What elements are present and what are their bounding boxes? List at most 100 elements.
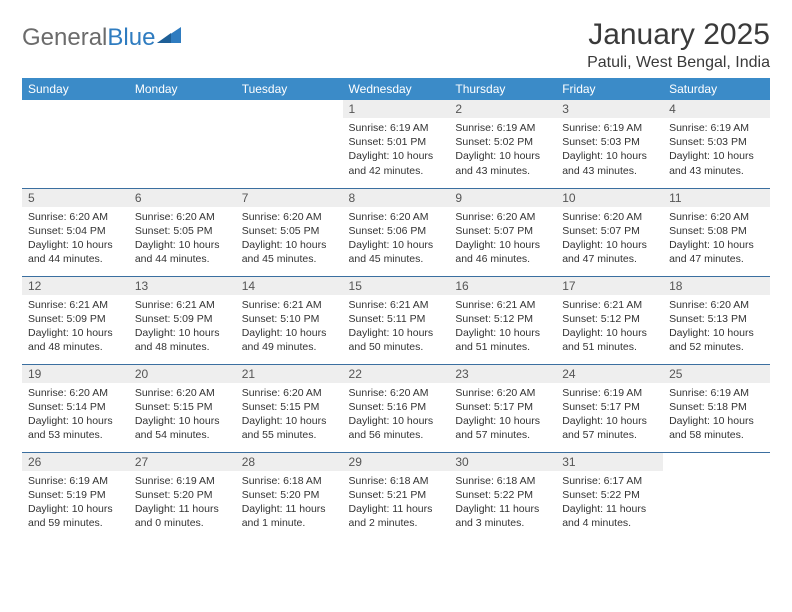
day-cell: 11Sunrise: 6:20 AMSunset: 5:08 PMDayligh… bbox=[663, 188, 770, 276]
day-content: Sunrise: 6:19 AMSunset: 5:19 PMDaylight:… bbox=[22, 471, 129, 535]
day-number: 5 bbox=[22, 189, 129, 207]
day-cell: 2Sunrise: 6:19 AMSunset: 5:02 PMDaylight… bbox=[449, 100, 556, 188]
day-content: Sunrise: 6:21 AMSunset: 5:12 PMDaylight:… bbox=[556, 295, 663, 359]
day-content: Sunrise: 6:20 AMSunset: 5:16 PMDaylight:… bbox=[343, 383, 450, 447]
day-cell: 28Sunrise: 6:18 AMSunset: 5:20 PMDayligh… bbox=[236, 452, 343, 540]
day-number: 15 bbox=[343, 277, 450, 295]
day-cell bbox=[663, 452, 770, 540]
weekday-header: Thursday bbox=[449, 78, 556, 100]
calendar-body: 1Sunrise: 6:19 AMSunset: 5:01 PMDaylight… bbox=[22, 100, 770, 540]
day-content: Sunrise: 6:21 AMSunset: 5:10 PMDaylight:… bbox=[236, 295, 343, 359]
day-content: Sunrise: 6:18 AMSunset: 5:21 PMDaylight:… bbox=[343, 471, 450, 535]
day-content: Sunrise: 6:20 AMSunset: 5:15 PMDaylight:… bbox=[129, 383, 236, 447]
day-cell: 9Sunrise: 6:20 AMSunset: 5:07 PMDaylight… bbox=[449, 188, 556, 276]
day-content: Sunrise: 6:20 AMSunset: 5:05 PMDaylight:… bbox=[236, 207, 343, 271]
day-cell: 19Sunrise: 6:20 AMSunset: 5:14 PMDayligh… bbox=[22, 364, 129, 452]
day-cell bbox=[236, 100, 343, 188]
weekday-header: Sunday bbox=[22, 78, 129, 100]
day-number: 31 bbox=[556, 453, 663, 471]
weekday-header: Tuesday bbox=[236, 78, 343, 100]
day-content: Sunrise: 6:21 AMSunset: 5:11 PMDaylight:… bbox=[343, 295, 450, 359]
day-number-empty bbox=[663, 453, 770, 471]
weekday-header: Monday bbox=[129, 78, 236, 100]
day-cell bbox=[129, 100, 236, 188]
day-number: 14 bbox=[236, 277, 343, 295]
day-cell: 29Sunrise: 6:18 AMSunset: 5:21 PMDayligh… bbox=[343, 452, 450, 540]
day-content: Sunrise: 6:19 AMSunset: 5:03 PMDaylight:… bbox=[556, 118, 663, 182]
day-cell: 25Sunrise: 6:19 AMSunset: 5:18 PMDayligh… bbox=[663, 364, 770, 452]
day-content: Sunrise: 6:18 AMSunset: 5:22 PMDaylight:… bbox=[449, 471, 556, 535]
day-number: 12 bbox=[22, 277, 129, 295]
day-cell: 3Sunrise: 6:19 AMSunset: 5:03 PMDaylight… bbox=[556, 100, 663, 188]
day-number: 30 bbox=[449, 453, 556, 471]
day-number: 4 bbox=[663, 100, 770, 118]
day-number: 9 bbox=[449, 189, 556, 207]
day-content: Sunrise: 6:20 AMSunset: 5:04 PMDaylight:… bbox=[22, 207, 129, 271]
day-number: 29 bbox=[343, 453, 450, 471]
logo-triangle-icon bbox=[157, 24, 183, 52]
day-number: 7 bbox=[236, 189, 343, 207]
day-cell: 26Sunrise: 6:19 AMSunset: 5:19 PMDayligh… bbox=[22, 452, 129, 540]
week-row: 26Sunrise: 6:19 AMSunset: 5:19 PMDayligh… bbox=[22, 452, 770, 540]
day-content: Sunrise: 6:19 AMSunset: 5:17 PMDaylight:… bbox=[556, 383, 663, 447]
day-number: 26 bbox=[22, 453, 129, 471]
day-cell bbox=[22, 100, 129, 188]
day-cell: 31Sunrise: 6:17 AMSunset: 5:22 PMDayligh… bbox=[556, 452, 663, 540]
day-number: 20 bbox=[129, 365, 236, 383]
day-content: Sunrise: 6:21 AMSunset: 5:12 PMDaylight:… bbox=[449, 295, 556, 359]
day-cell: 8Sunrise: 6:20 AMSunset: 5:06 PMDaylight… bbox=[343, 188, 450, 276]
day-content: Sunrise: 6:21 AMSunset: 5:09 PMDaylight:… bbox=[129, 295, 236, 359]
day-cell: 16Sunrise: 6:21 AMSunset: 5:12 PMDayligh… bbox=[449, 276, 556, 364]
day-cell: 17Sunrise: 6:21 AMSunset: 5:12 PMDayligh… bbox=[556, 276, 663, 364]
day-number: 8 bbox=[343, 189, 450, 207]
day-content: Sunrise: 6:20 AMSunset: 5:17 PMDaylight:… bbox=[449, 383, 556, 447]
day-content: Sunrise: 6:20 AMSunset: 5:06 PMDaylight:… bbox=[343, 207, 450, 271]
day-cell: 13Sunrise: 6:21 AMSunset: 5:09 PMDayligh… bbox=[129, 276, 236, 364]
day-content: Sunrise: 6:17 AMSunset: 5:22 PMDaylight:… bbox=[556, 471, 663, 535]
day-number: 10 bbox=[556, 189, 663, 207]
day-number: 27 bbox=[129, 453, 236, 471]
calendar-table: SundayMondayTuesdayWednesdayThursdayFrid… bbox=[22, 78, 770, 540]
day-content: Sunrise: 6:21 AMSunset: 5:09 PMDaylight:… bbox=[22, 295, 129, 359]
day-cell: 15Sunrise: 6:21 AMSunset: 5:11 PMDayligh… bbox=[343, 276, 450, 364]
weekday-header: Wednesday bbox=[343, 78, 450, 100]
day-content: Sunrise: 6:20 AMSunset: 5:15 PMDaylight:… bbox=[236, 383, 343, 447]
location-text: Patuli, West Bengal, India bbox=[587, 54, 770, 72]
day-cell: 27Sunrise: 6:19 AMSunset: 5:20 PMDayligh… bbox=[129, 452, 236, 540]
week-row: 1Sunrise: 6:19 AMSunset: 5:01 PMDaylight… bbox=[22, 100, 770, 188]
page-header: GeneralBlue January 2025 Patuli, West Be… bbox=[22, 18, 770, 72]
logo-text-2: Blue bbox=[107, 24, 155, 52]
day-cell: 12Sunrise: 6:21 AMSunset: 5:09 PMDayligh… bbox=[22, 276, 129, 364]
day-content: Sunrise: 6:20 AMSunset: 5:05 PMDaylight:… bbox=[129, 207, 236, 271]
title-block: January 2025 Patuli, West Bengal, India bbox=[587, 18, 770, 72]
day-cell: 21Sunrise: 6:20 AMSunset: 5:15 PMDayligh… bbox=[236, 364, 343, 452]
day-number: 13 bbox=[129, 277, 236, 295]
day-cell: 6Sunrise: 6:20 AMSunset: 5:05 PMDaylight… bbox=[129, 188, 236, 276]
day-number: 28 bbox=[236, 453, 343, 471]
day-content: Sunrise: 6:20 AMSunset: 5:07 PMDaylight:… bbox=[556, 207, 663, 271]
week-row: 12Sunrise: 6:21 AMSunset: 5:09 PMDayligh… bbox=[22, 276, 770, 364]
day-content: Sunrise: 6:19 AMSunset: 5:20 PMDaylight:… bbox=[129, 471, 236, 535]
day-number: 23 bbox=[449, 365, 556, 383]
day-cell: 4Sunrise: 6:19 AMSunset: 5:03 PMDaylight… bbox=[663, 100, 770, 188]
day-content: Sunrise: 6:18 AMSunset: 5:20 PMDaylight:… bbox=[236, 471, 343, 535]
day-content: Sunrise: 6:20 AMSunset: 5:07 PMDaylight:… bbox=[449, 207, 556, 271]
calendar-page: GeneralBlue January 2025 Patuli, West Be… bbox=[0, 0, 792, 540]
day-cell: 30Sunrise: 6:18 AMSunset: 5:22 PMDayligh… bbox=[449, 452, 556, 540]
month-title: January 2025 bbox=[587, 18, 770, 52]
day-content: Sunrise: 6:19 AMSunset: 5:02 PMDaylight:… bbox=[449, 118, 556, 182]
logo-text-1: General bbox=[22, 24, 107, 52]
day-cell: 22Sunrise: 6:20 AMSunset: 5:16 PMDayligh… bbox=[343, 364, 450, 452]
day-number: 11 bbox=[663, 189, 770, 207]
weekday-header-row: SundayMondayTuesdayWednesdayThursdayFrid… bbox=[22, 78, 770, 100]
day-content: Sunrise: 6:20 AMSunset: 5:13 PMDaylight:… bbox=[663, 295, 770, 359]
day-number: 1 bbox=[343, 100, 450, 118]
weekday-header: Saturday bbox=[663, 78, 770, 100]
day-number-empty bbox=[236, 100, 343, 118]
day-number: 2 bbox=[449, 100, 556, 118]
day-content: Sunrise: 6:20 AMSunset: 5:08 PMDaylight:… bbox=[663, 207, 770, 271]
day-content: Sunrise: 6:19 AMSunset: 5:18 PMDaylight:… bbox=[663, 383, 770, 447]
day-cell: 20Sunrise: 6:20 AMSunset: 5:15 PMDayligh… bbox=[129, 364, 236, 452]
weekday-header: Friday bbox=[556, 78, 663, 100]
day-number-empty bbox=[129, 100, 236, 118]
